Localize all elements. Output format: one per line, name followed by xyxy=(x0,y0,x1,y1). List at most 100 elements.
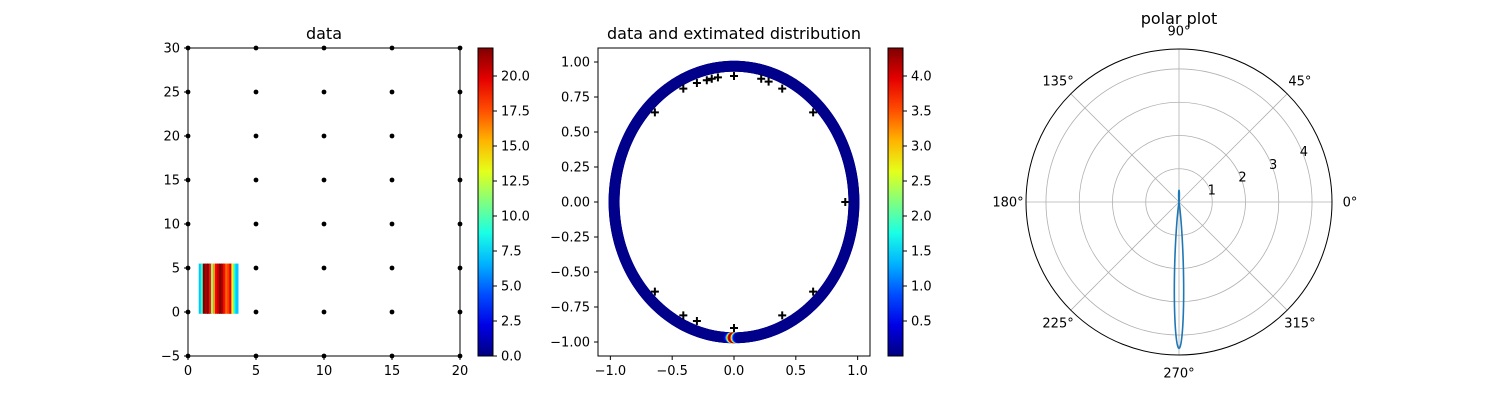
y-tick-label: −0.50 xyxy=(550,266,590,281)
colorbar-tick-label: 2.5 xyxy=(501,315,522,330)
polar-r-label: 2 xyxy=(1238,171,1246,186)
polar-r-label: 3 xyxy=(1269,158,1277,173)
heat-column xyxy=(233,263,237,314)
data-point xyxy=(321,177,327,183)
y-tick-label: 0 xyxy=(172,306,180,321)
polar-theta-label: 90° xyxy=(1167,25,1190,40)
heat-column xyxy=(217,263,221,314)
colorbar-tick-label: 0.5 xyxy=(911,315,932,330)
x-tick-label: 0 xyxy=(184,364,192,379)
data-point xyxy=(321,221,327,227)
data-point xyxy=(321,89,327,95)
heat-column xyxy=(208,263,212,314)
colorbar-tick-label: 3.5 xyxy=(911,105,932,120)
colorbar xyxy=(477,47,494,357)
x-tick-label: 10 xyxy=(316,364,333,379)
data-marker xyxy=(692,317,701,325)
polar-frame xyxy=(1025,48,1333,356)
data-point xyxy=(253,221,259,227)
y-tick-label: 30 xyxy=(163,42,180,57)
data-marker xyxy=(713,73,722,82)
data-point xyxy=(389,89,395,95)
heat-column xyxy=(223,263,227,314)
y-tick-label: 0.75 xyxy=(561,91,590,106)
chart-title: data and extimated distribution xyxy=(607,24,861,43)
colorbar-tick-label: 2.5 xyxy=(911,175,932,190)
colorbar-tick-label: 12.5 xyxy=(501,175,530,190)
polar-theta-label: 135° xyxy=(1042,75,1073,90)
colorbar-tick-label: 1.0 xyxy=(911,280,932,295)
polar-grid-spoke xyxy=(1070,201,1180,311)
x-tick-label: 0.0 xyxy=(724,364,745,379)
data-point xyxy=(389,309,395,315)
heat-column xyxy=(221,263,225,314)
chart-title: polar plot xyxy=(1141,9,1218,28)
data-marker xyxy=(764,77,773,86)
data-marker xyxy=(778,84,787,93)
y-tick-label: 20 xyxy=(163,130,180,145)
colorbar-tick-label: 7.5 xyxy=(501,245,522,260)
data-point xyxy=(253,177,259,183)
y-tick-label: −0.25 xyxy=(550,231,590,246)
x-tick-label: −0.5 xyxy=(656,364,688,379)
colorbar-tick-label: 2.0 xyxy=(911,210,932,225)
data-point xyxy=(389,265,395,271)
data-point xyxy=(253,133,259,139)
data-point xyxy=(253,309,259,315)
chart-title: data xyxy=(306,24,342,43)
data-point xyxy=(389,177,395,183)
data-point xyxy=(321,265,327,271)
polar-r-label: 4 xyxy=(1300,145,1308,160)
y-tick-label: 5 xyxy=(172,262,180,277)
heat-column xyxy=(206,263,210,314)
heat-column xyxy=(235,263,239,314)
data-marker xyxy=(730,72,738,80)
distribution-panel: data and extimated distribution−1.0 −0.5 0… xyxy=(550,24,932,379)
heat-column xyxy=(229,263,233,314)
polar-grid-spoke xyxy=(1178,93,1288,203)
x-tick-label: 5 xyxy=(252,364,260,379)
polar-theta-label: 225° xyxy=(1042,316,1073,331)
heat-column xyxy=(210,263,214,314)
polar-theta-label: 45° xyxy=(1288,75,1311,90)
data-marker xyxy=(650,108,659,117)
y-tick-label: 15 xyxy=(163,174,180,189)
polar-grid-spoke xyxy=(1178,201,1288,311)
data-point xyxy=(389,133,395,139)
y-tick-label: 0.50 xyxy=(561,126,590,141)
data-marker xyxy=(679,84,688,93)
data-marker xyxy=(841,198,850,206)
heat-column xyxy=(200,263,204,314)
heat-column xyxy=(213,263,217,314)
ring-point xyxy=(848,197,860,209)
y-tick-label: 1.00 xyxy=(561,56,590,71)
data-point xyxy=(321,309,327,315)
polar-panel: polar plot 1 2 3 4 0° 45° 90° 135° 180° 225° 270° 31… xyxy=(992,9,1357,382)
data-point xyxy=(253,89,259,95)
data-marker xyxy=(809,287,818,296)
colorbar-tick-label: 20.0 xyxy=(501,70,530,85)
polar-curve xyxy=(1173,189,1185,350)
colorbar-tick-label: 3.0 xyxy=(911,140,932,155)
data-point xyxy=(389,221,395,227)
data-marker xyxy=(650,287,659,296)
colorbar-tick-label: 4.0 xyxy=(911,70,932,85)
y-tick-label: −1.00 xyxy=(550,336,590,351)
heat-column xyxy=(215,263,219,314)
data-marker xyxy=(778,311,787,320)
polar-theta-label: 180° xyxy=(992,196,1023,211)
heat-column xyxy=(225,263,229,314)
x-tick-label: −1.0 xyxy=(595,364,627,379)
data-marker xyxy=(679,311,688,320)
y-tick-label: 10 xyxy=(163,218,180,233)
data-marker xyxy=(809,108,818,117)
data-point xyxy=(253,265,259,271)
polar-grid-spoke xyxy=(1070,93,1180,203)
y-tick-label: −0.75 xyxy=(550,301,590,316)
data-marker xyxy=(757,74,766,83)
y-tick-label: −5 xyxy=(161,350,180,365)
colorbar-tick-label: 0.0 xyxy=(501,350,522,365)
colorbar-tick-label: 5.0 xyxy=(501,280,522,295)
colorbar-tick-label: 1.5 xyxy=(911,245,932,260)
